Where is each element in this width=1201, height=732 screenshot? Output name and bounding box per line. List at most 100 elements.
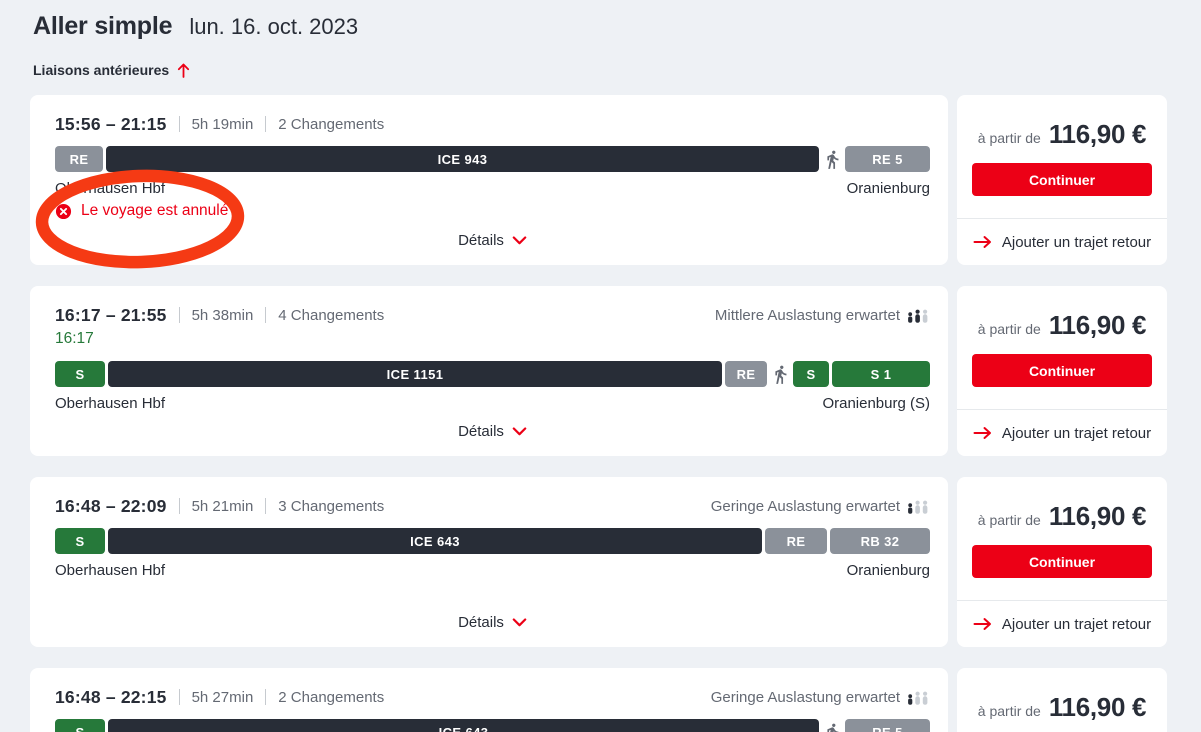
price-prefix: à partir de <box>977 130 1041 146</box>
walk-transfer-icon <box>770 363 790 386</box>
train-badge: ICE 643 <box>108 719 819 732</box>
price-section: à partir de 116,90 € Continuer <box>957 668 1167 732</box>
journey-duration: 5h 19min <box>191 115 254 133</box>
origin-station: Oberhausen Hbf <box>55 180 166 197</box>
price-prefix: à partir de <box>977 703 1041 719</box>
add-return-link[interactable]: Ajouter un trajet retour <box>973 616 1151 633</box>
cancellation-text: Le voyage est annulé <box>81 202 229 219</box>
price-line: à partir de 116,90 € <box>957 692 1167 723</box>
train-badge: RB 32 <box>830 528 930 554</box>
separator <box>178 498 180 514</box>
arrow-up-icon <box>178 63 190 78</box>
add-return-section: Ajouter un trajet retour <box>957 600 1167 647</box>
previous-connections-label: Liaisons antérieures <box>33 62 170 78</box>
stations-row: Oberhausen Hbf Oranienburg <box>55 562 930 579</box>
journey-card: 16:48 – 22:09 5h 21min 3 Changements Ger… <box>30 477 948 647</box>
continue-button[interactable]: Continuer <box>972 163 1152 196</box>
price-line: à partir de 116,90 € <box>957 310 1167 341</box>
train-badge: ICE 643 <box>108 528 762 554</box>
departure-delay-time: 16:17 <box>55 330 94 347</box>
price-section: à partir de 116,90 € Continuer <box>957 477 1167 600</box>
journey-list: 15:56 – 21:15 5h 19min 2 Changements RE I… <box>0 95 1201 732</box>
journey-changes: 3 Changements <box>278 497 385 515</box>
train-segments-bar: RE ICE 943 RE 5 <box>55 146 930 172</box>
journey-row: 16:17 – 21:55 5h 38min 4 Changements Mit… <box>30 286 1167 456</box>
journey-card: 15:56 – 21:15 5h 19min 2 Changements RE I… <box>30 95 948 265</box>
continue-button[interactable]: Continuer <box>972 354 1152 387</box>
journey-times: 16:48 – 22:09 <box>55 495 167 516</box>
price-section: à partir de 116,90 € Continuer <box>957 286 1167 409</box>
train-badge: S <box>55 528 105 554</box>
train-badge: ICE 943 <box>106 146 819 172</box>
journey-card: 16:48 – 22:15 5h 27min 2 Changements Ger… <box>30 668 948 732</box>
price-amount: 116,90 € <box>1048 310 1147 340</box>
train-badge: RE <box>725 361 767 387</box>
destination-station: Oranienburg <box>846 562 930 579</box>
journey-changes: 2 Changements <box>278 115 385 133</box>
occupancy-label: Geringe Auslastung erwartet <box>710 497 900 515</box>
details-toggle[interactable]: Détails <box>458 232 527 251</box>
journey-row: 16:48 – 22:15 5h 27min 2 Changements Ger… <box>30 668 1167 732</box>
add-return-section: Ajouter un trajet retour <box>957 218 1167 265</box>
train-segments-bar: S ICE 643 RE RB 32 <box>55 528 930 554</box>
price-line: à partir de 116,90 € <box>957 501 1167 532</box>
occupancy-indicator: Geringe Auslastung erwartet <box>711 498 930 515</box>
journey-duration: 5h 27min <box>191 688 254 706</box>
journey-changes: 4 Changements <box>278 306 385 324</box>
journey-row: 16:48 – 22:09 5h 21min 3 Changements Ger… <box>30 477 1167 647</box>
details-toggle[interactable]: Détails <box>458 423 527 442</box>
cancelled-cross-icon <box>55 203 72 219</box>
journey-header: 16:17 – 21:55 5h 38min 4 Changements Mit… <box>55 304 930 326</box>
add-return-link[interactable]: Ajouter un trajet retour <box>973 234 1151 251</box>
train-badge: S <box>793 361 829 387</box>
previous-connections-link[interactable]: Liaisons antérieures <box>33 62 190 78</box>
occupancy-icon <box>908 691 928 705</box>
separator <box>265 307 267 323</box>
occupancy-label: Mittlere Auslastung erwartet <box>714 306 900 324</box>
price-amount: 116,90 € <box>1048 692 1147 722</box>
details-toggle[interactable]: Détails <box>458 614 527 633</box>
separator <box>265 116 267 132</box>
details-label: Détails <box>458 423 504 440</box>
journey-times: 15:56 – 21:15 <box>55 113 167 134</box>
journey-header: 16:48 – 22:09 5h 21min 3 Changements Ger… <box>55 495 930 517</box>
stations-row: Oberhausen Hbf Oranienburg <box>55 180 930 197</box>
separator <box>178 689 180 705</box>
occupancy-label: Geringe Auslastung erwartet <box>710 688 900 706</box>
add-return-label: Ajouter un trajet retour <box>1001 233 1152 251</box>
destination-station: Oranienburg (S) <box>822 395 930 412</box>
add-return-link[interactable]: Ajouter un trajet retour <box>973 425 1151 442</box>
train-badge: RE <box>55 146 103 172</box>
occupancy-indicator: Mittlere Auslastung erwartet <box>715 307 930 324</box>
separator <box>178 307 180 323</box>
train-badge: RE 5 <box>845 146 930 172</box>
chevron-down-icon <box>512 236 527 245</box>
train-badge: RE <box>765 528 827 554</box>
train-segments-bar: S ICE 643 RE 5 <box>55 719 930 732</box>
journey-header: 16:48 – 22:15 5h 27min 2 Changements Ger… <box>55 686 930 708</box>
cancellation-notice: Le voyage est annulé <box>55 202 930 220</box>
journey-times: 16:48 – 22:15 <box>55 686 167 707</box>
chevron-down-icon <box>512 618 527 627</box>
occupancy-icon <box>908 309 928 323</box>
occupancy-icon <box>908 500 928 514</box>
add-return-section: Ajouter un trajet retour <box>957 409 1167 456</box>
arrow-right-icon <box>973 427 991 439</box>
price-line: à partir de 116,90 € <box>957 119 1167 150</box>
arrow-right-icon <box>973 236 991 248</box>
price-panel: à partir de 116,90 € Continuer Ajouter u… <box>957 668 1167 732</box>
separator <box>178 116 180 132</box>
continue-button[interactable]: Continuer <box>972 545 1152 578</box>
details-label: Détails <box>458 614 504 631</box>
price-panel: à partir de 116,90 € Continuer Ajouter u… <box>957 286 1167 456</box>
price-panel: à partir de 116,90 € Continuer Ajouter u… <box>957 477 1167 647</box>
price-panel: à partir de 116,90 € Continuer Ajouter u… <box>957 95 1167 265</box>
page-header: Aller simple lun. 16. oct. 2023 <box>33 12 1201 41</box>
train-badge: ICE 1151 <box>108 361 722 387</box>
price-amount: 116,90 € <box>1048 119 1147 149</box>
arrow-right-icon <box>973 618 991 630</box>
journey-changes: 2 Changements <box>278 688 385 706</box>
destination-station: Oranienburg <box>846 180 930 197</box>
train-badge: S <box>55 719 105 732</box>
chevron-down-icon <box>512 427 527 436</box>
